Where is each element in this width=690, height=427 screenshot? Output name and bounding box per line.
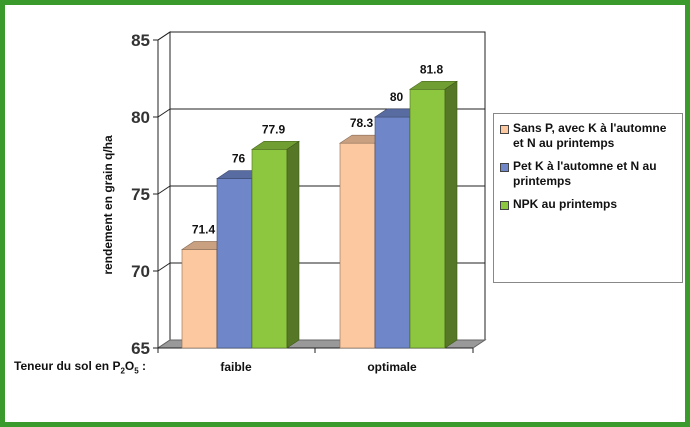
data-label: 81.8: [420, 62, 444, 76]
legend-item-sans-p: Sans P, avec K à l'automne et N au print…: [500, 121, 678, 151]
category-label: faible: [220, 360, 252, 374]
y-axis-label: rendement en grain q/ha: [101, 135, 115, 275]
y-tick-label: 85: [131, 31, 150, 50]
bar-side: [286, 140, 300, 349]
data-label: 80: [390, 90, 404, 104]
y-tick-label: 70: [131, 262, 150, 281]
legend-item-pet-k: Pet K à l'automne et N au printemps: [500, 159, 678, 189]
gridline-side: [157, 108, 171, 118]
bar-front: [181, 249, 218, 349]
data-label: 71.4: [192, 222, 216, 236]
bar-front: [216, 178, 253, 349]
data-label: 76: [232, 152, 246, 166]
y-tick-label: 80: [131, 108, 150, 127]
data-label: 78.3: [350, 116, 374, 130]
bar: [409, 80, 458, 349]
y-tick-label: 65: [131, 339, 150, 358]
legend: Sans P, avec K à l'automne et N au print…: [493, 113, 683, 283]
legend-swatch: [500, 201, 509, 210]
category-label: optimale: [367, 360, 417, 374]
legend-label: NPK au printemps: [513, 197, 618, 211]
bar-front: [374, 116, 411, 349]
gridline-side: [157, 262, 171, 272]
soil-content-label: Teneur du sol en P2O5 :: [14, 359, 147, 376]
bar-front: [251, 149, 288, 349]
y-tick-label: 75: [131, 185, 150, 204]
gridline-side: [157, 31, 171, 41]
gridline-side: [157, 185, 171, 195]
data-label: 77.9: [262, 122, 286, 136]
legend-swatch: [500, 125, 509, 134]
bar-side: [444, 80, 458, 349]
bar-front: [409, 88, 446, 349]
bar: [251, 140, 300, 349]
bar-front: [339, 142, 376, 349]
legend-item-npk: NPK au printemps: [500, 197, 678, 212]
legend-swatch: [500, 163, 509, 172]
legend-label: Sans P, avec K à l'automne et N au print…: [513, 121, 667, 150]
legend-label: Pet K à l'automne et N au printemps: [513, 159, 657, 188]
